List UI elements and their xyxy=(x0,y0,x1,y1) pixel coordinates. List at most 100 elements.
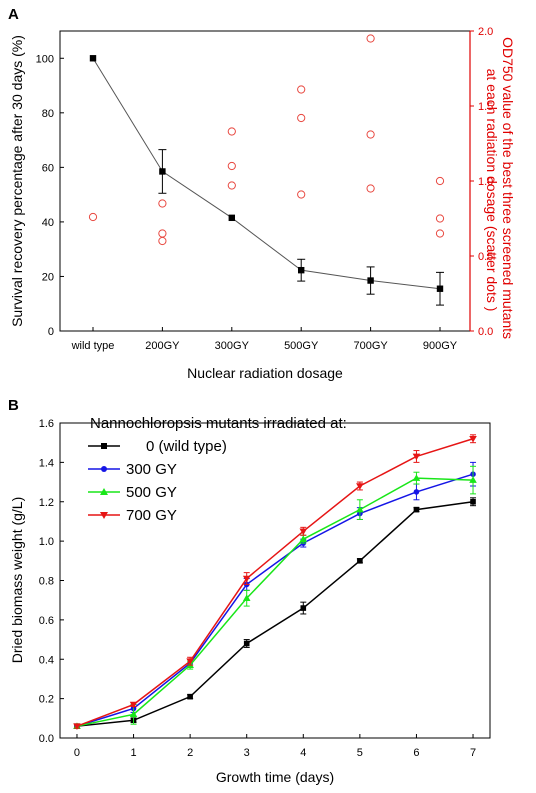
chart-b-point xyxy=(73,723,81,730)
chart-b-legend-swatch-marker xyxy=(101,443,107,449)
chart-a-y-tick-label: 40 xyxy=(42,217,54,229)
chart-b-point xyxy=(357,558,363,564)
chart-b-legend-swatch-marker xyxy=(100,488,108,495)
chart-a-x-tick-label: wild type xyxy=(71,340,115,352)
panel-label-b: B xyxy=(8,397,19,414)
chart-a-y-tick-label: 100 xyxy=(36,53,54,65)
chart-a-y-axis-title: Survival recovery percentage after 30 da… xyxy=(9,35,25,327)
chart-a-x-tick-label: 900GY xyxy=(423,340,458,352)
chart-a-y2-tick-label: 2.0 xyxy=(478,26,493,38)
chart-b-point xyxy=(187,693,193,700)
chart-b-y-tick-label: 1.4 xyxy=(39,457,54,469)
chart-b-legend-label: 300 GY xyxy=(126,461,177,478)
chart-a-survival-point xyxy=(228,214,235,222)
chart-a: 0.0 0.5 1.0 1.5 2.0 0 20 40 60 80 100 wild type 200… xyxy=(9,26,516,381)
chart-b-point xyxy=(242,594,251,602)
chart-a-scatter-point xyxy=(297,190,306,199)
chart-b-y-tick-label: 0.8 xyxy=(39,576,54,588)
chart-b-series-1 xyxy=(73,461,477,729)
chart-a-scatter-series xyxy=(88,34,445,246)
chart-b-legend-label: 0 (wild type) xyxy=(146,438,227,455)
chart-b-series-0 xyxy=(73,497,477,729)
chart-b-legend-title: Nannochloropsis mutants irradiated at: xyxy=(90,415,347,432)
chart-b-point xyxy=(412,474,421,481)
chart-b-point xyxy=(356,505,364,513)
chart-b-point xyxy=(413,506,420,513)
chart-b-legend-label: 500 GY xyxy=(126,484,177,501)
chart-a-y-tick-label: 80 xyxy=(42,108,54,120)
chart-a-survival-point xyxy=(436,285,444,292)
chart-b-series-line xyxy=(76,438,474,727)
chart-a-scatter-point xyxy=(227,161,236,171)
chart-a-x-tick-label: 700GY xyxy=(353,340,388,352)
chart-a-y2-tick-label: 1.5 xyxy=(478,101,493,113)
chart-a-x-tick-label: 500GY xyxy=(284,340,319,352)
chart-b-series xyxy=(73,434,477,730)
chart-a-scatter-point xyxy=(435,229,445,238)
chart-a-x-tick-label: 200GY xyxy=(145,340,180,352)
chart-b-frame xyxy=(59,422,491,739)
chart-b-point xyxy=(299,528,308,536)
chart-b-x-tick-label: 0 xyxy=(74,747,80,759)
chart-a-survival-point xyxy=(367,277,374,284)
chart-b-x-tick-label: 3 xyxy=(244,747,250,759)
chart-b-point xyxy=(243,640,250,647)
chart-b-x-tick-label: 1 xyxy=(130,747,136,759)
chart-a-scatter-point xyxy=(366,130,375,139)
chart-a-y2-axis-title: OD750 value of the best three screened m… xyxy=(484,37,516,343)
chart-b-series-line xyxy=(76,501,474,727)
chart-a-frame xyxy=(59,30,471,332)
chart-a-scatter-point xyxy=(297,113,306,123)
chart-a-y-tick-label: 0 xyxy=(48,326,54,338)
chart-b-point xyxy=(242,575,251,583)
chart-b-point xyxy=(300,605,307,611)
chart-a-survival-line xyxy=(92,58,441,290)
chart-a-y2-tick-label: 0.5 xyxy=(478,251,493,263)
chart-a-y-tick-label: 20 xyxy=(42,271,54,283)
chart-b-point xyxy=(186,658,194,666)
chart-b: 0.0 0.2 0.4 0.6 0.8 1.0 1.2 1.4 1.6 0 1 2 3 4 5 6 7 Nann… xyxy=(9,415,491,785)
chart-a-x-axis-title: Nuclear radiation dosage xyxy=(187,365,343,381)
chart-a-y2-title-line-2: at each radiation dosage (scatter dots ) xyxy=(484,69,500,312)
chart-a-scatter-point xyxy=(297,85,306,94)
panel-label-a: A xyxy=(8,6,19,23)
chart-b-x-tick-label: 2 xyxy=(187,747,193,759)
chart-b-x-axis-title: Growth time (days) xyxy=(216,769,334,785)
chart-b-y-tick-label: 0.6 xyxy=(39,615,54,627)
chart-a-y2-tick-label: 1.0 xyxy=(478,176,493,188)
chart-a-scatter-point xyxy=(366,184,375,193)
chart-b-series-2 xyxy=(73,465,477,729)
chart-a-scatter-point xyxy=(366,34,375,43)
chart-a-y-tick-label: 60 xyxy=(42,162,54,174)
chart-b-y-tick-label: 1.2 xyxy=(39,497,54,509)
chart-a-scatter-point xyxy=(227,181,236,190)
chart-b-series-3 xyxy=(73,434,477,730)
chart-b-y-tick-label: 0.0 xyxy=(39,733,54,745)
chart-b-point xyxy=(129,701,138,709)
chart-a-y2-tick-label: 0.0 xyxy=(478,326,493,338)
chart-b-point xyxy=(469,476,477,483)
chart-b-point xyxy=(299,535,308,542)
chart-b-point xyxy=(469,435,477,443)
chart-b-y-tick-label: 0.2 xyxy=(39,694,54,706)
chart-b-y-tick-label: 1.0 xyxy=(39,536,54,548)
chart-b-x-tick-label: 5 xyxy=(357,747,363,759)
chart-b-y-tick-label: 1.6 xyxy=(39,418,54,430)
chart-a-scatter-point xyxy=(158,199,167,208)
chart-a-x-tick-label: 300GY xyxy=(215,340,250,352)
chart-a-scatter-point xyxy=(88,212,98,222)
chart-a-ticks: 0 20 40 60 80 100 wild type 200GY 300GY 500GY 700G… xyxy=(36,53,458,352)
chart-a-right-axis: 0.0 0.5 1.0 1.5 2.0 xyxy=(469,26,493,338)
chart-b-series-line xyxy=(76,473,474,727)
chart-b-legend: Nannochloropsis mutants irradiated at: 0… xyxy=(88,415,347,524)
chart-a-scatter-point xyxy=(435,214,445,223)
chart-a-scatter-point xyxy=(435,176,445,186)
chart-b-legend-label: 700 GY xyxy=(126,507,177,524)
chart-b-x-tick-label: 7 xyxy=(470,747,476,759)
chart-b-point xyxy=(412,453,421,461)
chart-b-x-tick-label: 6 xyxy=(413,747,419,759)
chart-b-series-line xyxy=(76,477,474,727)
chart-b-legend-swatch-marker xyxy=(100,512,108,519)
chart-a-scatter-point xyxy=(227,127,236,136)
